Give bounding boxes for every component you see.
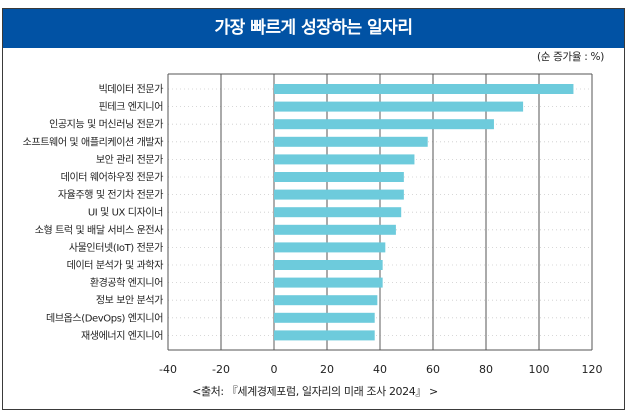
x-tick-label: 40: [373, 363, 387, 376]
bar: [274, 330, 375, 341]
bar: [274, 101, 524, 112]
category-label: 인공지능 및 머신러닝 전문가: [49, 119, 163, 131]
bars: [274, 84, 574, 341]
x-tick-label: 120: [582, 363, 603, 376]
category-label: 데이터 웨어하우징 전문가: [61, 171, 164, 184]
x-tick-label: 80: [479, 363, 493, 376]
category-label: 사물인터넷(IoT) 전문가: [69, 242, 163, 254]
category-label: 환경공학 엔지니어: [90, 276, 163, 289]
bar: [274, 154, 415, 165]
category-label: UI 및 UX 디자이너: [88, 207, 163, 219]
x-tick-label: 0: [271, 363, 278, 376]
bar: [274, 224, 396, 235]
category-label: 소프트웨어 및 애플리케이션 개발자: [23, 136, 164, 148]
category-label: 자율주행 및 전기차 전문가: [58, 189, 163, 201]
category-label: 빅데이터 전문가: [99, 84, 164, 96]
x-tick-label: -40: [159, 363, 177, 376]
category-label: 데이터 분석가 및 과학자: [67, 260, 164, 272]
bar: [274, 119, 494, 130]
bar: [274, 189, 404, 200]
x-tick-label: 60: [426, 363, 440, 376]
bar: [274, 136, 428, 147]
bar: [274, 242, 386, 253]
x-tick-label: 20: [320, 363, 334, 376]
category-label: 소형 트럭 및 배달 서비스 운전사: [35, 224, 163, 236]
x-tick-label: 100: [529, 363, 550, 376]
source-note: <출처: 『세계경제포럼, 일자리의 미래 조사 2024』 >: [192, 385, 438, 398]
category-label: 정보 보안 분석가: [96, 295, 163, 307]
bar: [274, 172, 404, 182]
bar: [274, 312, 375, 323]
category-label: 데브옵스(DevOps) 엔지니어: [46, 312, 163, 324]
x-tick-label: -20: [212, 363, 230, 376]
bar: [274, 295, 378, 306]
chart-frame: 가장 빠르게 성장하는 일자리: [2, 8, 625, 410]
bar: [274, 84, 574, 94]
bar: [274, 207, 402, 218]
category-label: 재생에너지 엔지니어: [81, 330, 163, 342]
chart-title: 가장 빠르게 성장하는 일자리: [3, 9, 624, 48]
category-label: 보안 관리 전문가: [96, 154, 163, 166]
bar: [274, 260, 383, 270]
unit-note: (순 증가율 : %): [536, 51, 604, 63]
category-label: 핀테크 엔지니어: [99, 101, 163, 113]
bar: [274, 277, 383, 288]
x-tick-labels: -40 -20 0 20 40 60 80 100 120: [159, 363, 602, 376]
